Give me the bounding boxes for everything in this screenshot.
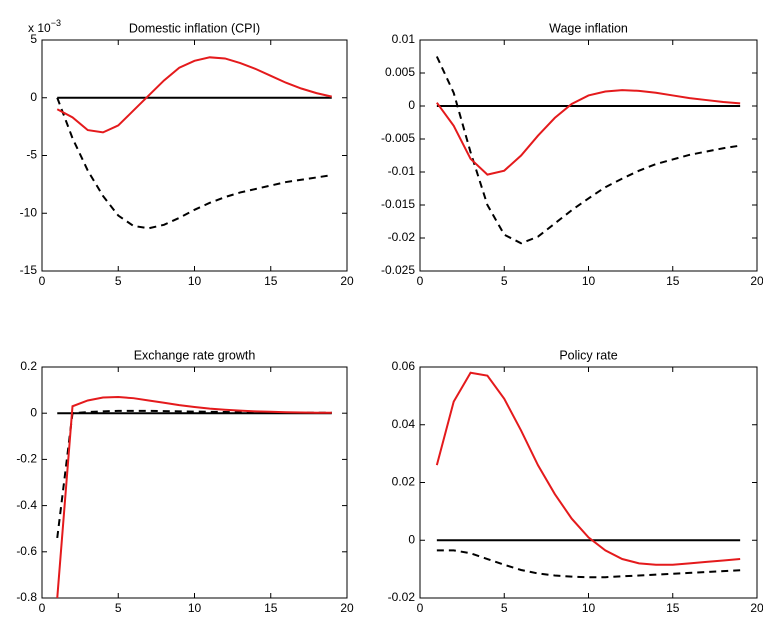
y-tick-label: 0 — [408, 98, 415, 112]
y-scale-base: x 10 — [28, 21, 51, 35]
subplot: Wage inflation -0.025 -0.02 -0.015 -0.01 -0.0… — [381, 21, 763, 288]
series-line — [436, 89, 741, 176]
y-tick-label: -0.01 — [388, 164, 416, 178]
axes-box — [419, 366, 758, 599]
x-tick-label: 0 — [39, 601, 46, 615]
y-tick-label: 0.01 — [392, 32, 416, 46]
subplot-title: Policy rate — [559, 348, 617, 362]
y-tick-label: -0.6 — [16, 544, 37, 558]
subplot: Exchange rate growth -0.8 -0.6 -0.4 -0.2 0 0.2… — [16, 348, 354, 615]
y-tick-label: -0.005 — [381, 131, 415, 145]
x-tick-label: 20 — [750, 601, 763, 615]
y-tick-label: -10 — [20, 205, 38, 219]
x-tick-label: 20 — [750, 274, 763, 288]
y-tick-label: 0.06 — [392, 359, 416, 373]
y-tick-label: -0.4 — [16, 498, 37, 512]
subplot-title: Wage inflation — [549, 21, 628, 35]
y-tick-label: -0.025 — [381, 263, 415, 277]
subplot-title: Domestic inflation (CPI) — [129, 21, 260, 35]
x-tick-label: 5 — [115, 274, 122, 288]
y-tick-label: -5 — [26, 148, 37, 162]
axes-box — [419, 39, 758, 272]
x-tick-label: 0 — [39, 274, 46, 288]
y-tick-label: 0.04 — [392, 417, 416, 431]
x-tick-label: 20 — [340, 601, 354, 615]
y-tick-label: -0.015 — [381, 197, 415, 211]
y-tick-label: 5 — [30, 32, 37, 46]
y-tick-label: 0.02 — [392, 475, 416, 489]
x-tick-label: 5 — [115, 601, 122, 615]
x-tick-label: 10 — [188, 601, 202, 615]
series-line — [56, 97, 332, 230]
x-tick-label: 15 — [264, 274, 278, 288]
y-tick-label: 0 — [408, 532, 415, 546]
y-tick-label: -15 — [20, 263, 38, 277]
x-tick-label: 10 — [188, 274, 202, 288]
y-tick-label: 0 — [30, 405, 37, 419]
x-tick-label: 10 — [582, 601, 596, 615]
y-tick-label: -0.2 — [16, 452, 37, 466]
x-tick-label: 15 — [666, 601, 680, 615]
axes-box — [41, 39, 348, 272]
x-tick-label: 15 — [264, 601, 278, 615]
x-tick-label: 15 — [666, 274, 680, 288]
x-tick-label: 20 — [340, 274, 354, 288]
series-line — [435, 56, 741, 245]
x-tick-label: 10 — [582, 274, 596, 288]
subplot-title: Exchange rate growth — [134, 348, 256, 362]
y-tick-label: -0.8 — [16, 590, 37, 604]
series-line — [435, 371, 741, 566]
series-line — [56, 396, 332, 599]
series-line — [56, 56, 332, 134]
series-line — [436, 549, 741, 579]
y-tick-label: -0.02 — [388, 590, 416, 604]
y-tick-label: 0 — [30, 90, 37, 104]
y-tick-label: -0.02 — [388, 230, 416, 244]
y-tick-label: 0.2 — [20, 359, 37, 373]
x-tick-label: 5 — [501, 274, 508, 288]
axes-box — [41, 366, 348, 599]
y-tick-label: 0.005 — [385, 65, 415, 79]
y-scale-label: x 10−3 — [28, 18, 61, 35]
y-scale-exponent: −3 — [51, 18, 61, 28]
x-tick-label: 5 — [501, 601, 508, 615]
x-tick-label: 0 — [417, 601, 424, 615]
x-tick-label: 0 — [417, 274, 424, 288]
subplot: Domestic inflation (CPI) x 10−3 -15 -10 -5 0 5… — [20, 18, 354, 288]
